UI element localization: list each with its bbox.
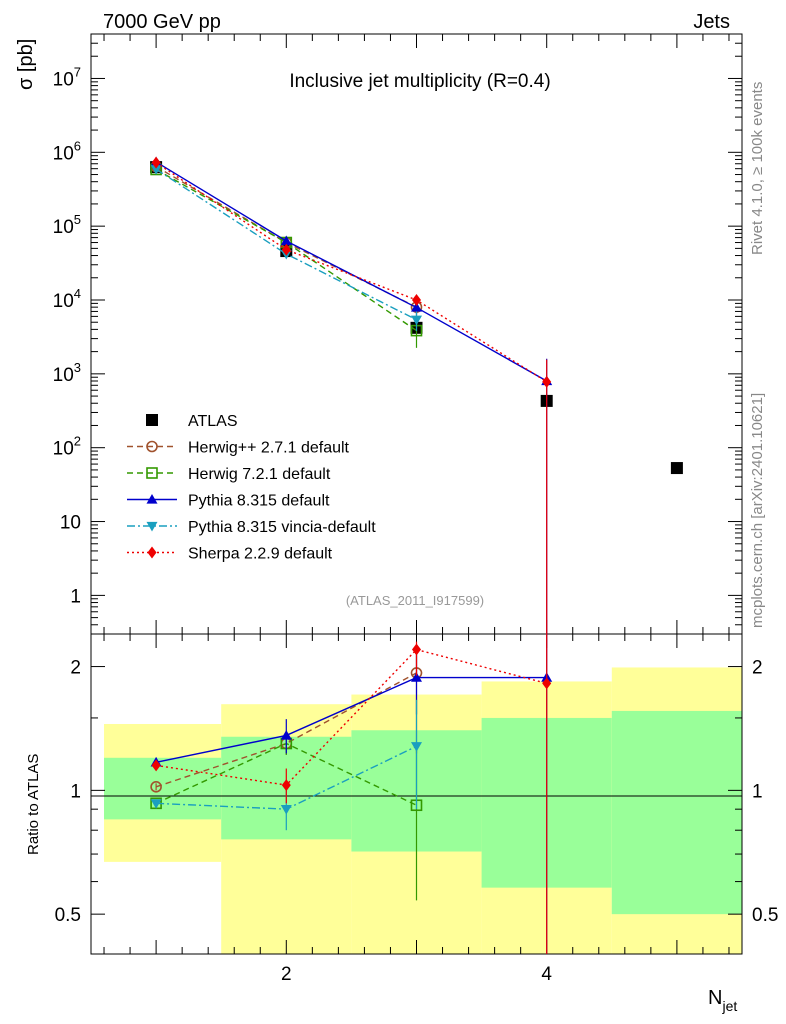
legend-entry: Sherpa 2.2.9 default (127, 546, 333, 563)
ratio-band-green (611, 710, 742, 915)
x-tick-label: 2 (281, 964, 292, 985)
main-y-tick-label: 1 (70, 586, 81, 607)
legend-label: Herwig 7.2.1 default (188, 466, 331, 483)
legend-entry: Herwig 7.2.1 default (127, 466, 331, 483)
ratio-data-point (542, 677, 552, 690)
legend-marker (146, 440, 158, 453)
ratio-y-tick-label-right: 0.5 (752, 905, 778, 926)
ratio-data-point (411, 672, 422, 682)
series-line (155, 161, 548, 382)
main-y-tick-label: 105 (53, 212, 81, 238)
legend-label: Pythia 8.315 default (188, 493, 330, 510)
data-point (411, 302, 422, 312)
main-y-tick-base: 1 (70, 586, 81, 607)
ratio-series-line (155, 676, 547, 764)
legend-label: Pythia 8.315 vincia-default (188, 519, 376, 536)
ratio-data-point (280, 805, 292, 815)
ratio-data-point (150, 781, 162, 793)
main-y-tick-exp: 7 (74, 64, 81, 79)
legend-marker (146, 521, 158, 532)
ratio-data-point (281, 779, 291, 792)
data-point (412, 294, 421, 307)
ratio-series-pythia-8-315-vincia-default (150, 699, 422, 831)
plot-title: Inclusive jet multiplicity (R=0.4) (289, 71, 550, 92)
legend-entry: Pythia 8.315 vincia-default (127, 519, 376, 536)
ratio-band-green (104, 757, 222, 820)
legend: ATLAS Herwig++ 2.7.1 default Herwig 7.2.1 … (127, 413, 376, 563)
main-y-tick-base: 10 (60, 513, 81, 534)
ratio-bands (104, 667, 742, 954)
series-line (155, 168, 417, 332)
ratio-data-point (150, 799, 162, 809)
main-y-tick-label: 102 (53, 434, 81, 460)
analysis-tag: (ATLAS_2011_I917599) (346, 593, 484, 608)
main-y-tick-exp: 3 (74, 360, 81, 375)
data-point (670, 462, 683, 475)
data-point (281, 243, 291, 256)
ratio-y-tick-label-right: 2 (752, 658, 763, 679)
main-y-tick-label: 104 (53, 286, 81, 312)
main-y-tick-exp: 4 (74, 286, 81, 301)
legend-entry: Herwig++ 2.7.1 default (127, 440, 350, 457)
main-y-tick-exp: 5 (74, 212, 81, 227)
ratio-data-point (412, 643, 421, 656)
ratio-data-point (411, 742, 422, 752)
ratio-series (150, 634, 553, 954)
main-y-tick-exp: 2 (74, 434, 81, 449)
main-y-tick-base: 10 (53, 69, 74, 90)
legend-entry: ATLAS (146, 413, 238, 430)
data-point (542, 375, 552, 388)
ratio-y-tick-label-right: 1 (752, 781, 763, 802)
legend-label: Herwig++ 2.7.1 default (188, 440, 350, 457)
data-point (151, 156, 161, 169)
main-y-tick-label: 103 (53, 360, 81, 386)
data-point (280, 235, 292, 246)
main-y-tick-base: 10 (53, 217, 74, 238)
legend-entry: Pythia 8.315 default (127, 493, 330, 510)
main-y-tick-base: 10 (53, 143, 74, 164)
main-y-tick-label: 106 (53, 138, 81, 164)
ratio-y-ticks: 0.5 0.5 1 1 2 2 (55, 658, 779, 927)
main-y-tick-base: 10 (53, 439, 74, 460)
legend-label: ATLAS (188, 413, 238, 430)
ratio-y-tick-label: 0.5 (55, 905, 81, 926)
main-y-tick-label: 107 (53, 64, 81, 90)
header-right: Jets (693, 11, 730, 33)
ratio-series-sherpa-2-2-9-default (151, 634, 552, 954)
legend-marker (146, 494, 158, 504)
series-sherpa-2-2-9-default (151, 156, 552, 634)
legend-marker (146, 414, 158, 426)
data-point (411, 315, 422, 326)
legend-label: Sherpa 2.2.9 default (188, 546, 333, 563)
series-line (155, 162, 548, 383)
x-axis-label: Njet (708, 987, 737, 1014)
main-y-tick-base: 10 (53, 365, 74, 386)
side-label-top: Rivet 4.1.0, ≥ 100k events (749, 82, 766, 255)
main-y-tick-label: 10 (60, 513, 81, 534)
data-point (150, 165, 162, 175)
ratio-data-point (151, 759, 161, 772)
main-y-tick-base: 10 (53, 291, 74, 312)
main-y-tick-exp: 6 (74, 138, 81, 153)
main-y-label: σ [pb] (15, 39, 37, 90)
legend-marker (146, 467, 158, 479)
ratio-y-label: Ratio to ATLAS (25, 754, 42, 855)
x-axis-label-sub: jet (721, 998, 737, 1014)
legend-marker (147, 546, 157, 559)
ratio-y-tick-label: 1 (70, 781, 81, 802)
main-series (150, 156, 683, 634)
ratio-series-line (155, 648, 547, 786)
ratio-y-tick-label: 2 (70, 658, 81, 679)
header-left: 7000 GeV pp (103, 11, 221, 33)
side-label-bottom: mcplots.cern.ch [arXiv:2401.10621] (749, 393, 766, 628)
x-tick-label: 4 (541, 964, 552, 985)
ratio-data-point (280, 729, 292, 740)
